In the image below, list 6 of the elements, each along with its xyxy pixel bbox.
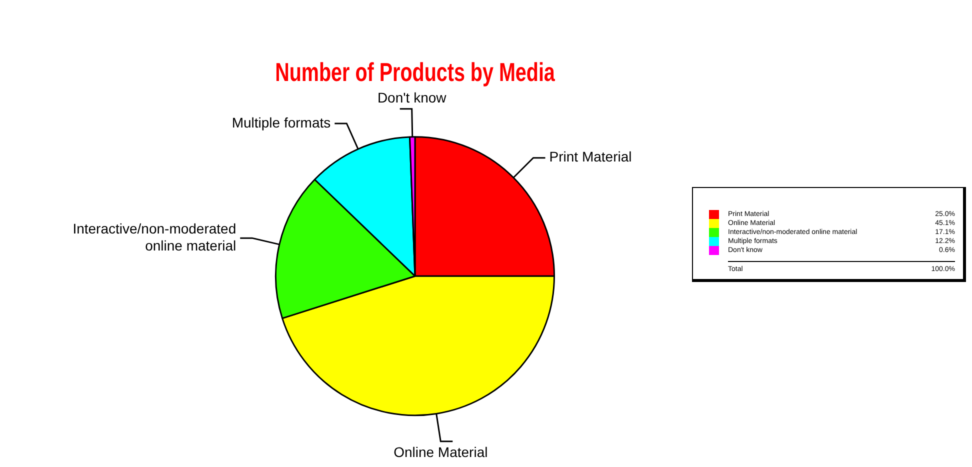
chart-title: Number of Products by Media	[275, 57, 556, 86]
slice-label: Print Material	[549, 148, 632, 165]
slice-label: Online Material	[394, 444, 488, 460]
slice-label: Multiple formats	[232, 114, 331, 130]
slice-label: Don't know	[377, 90, 448, 106]
slice-label: Interactive/non-moderated online material	[72, 220, 236, 254]
